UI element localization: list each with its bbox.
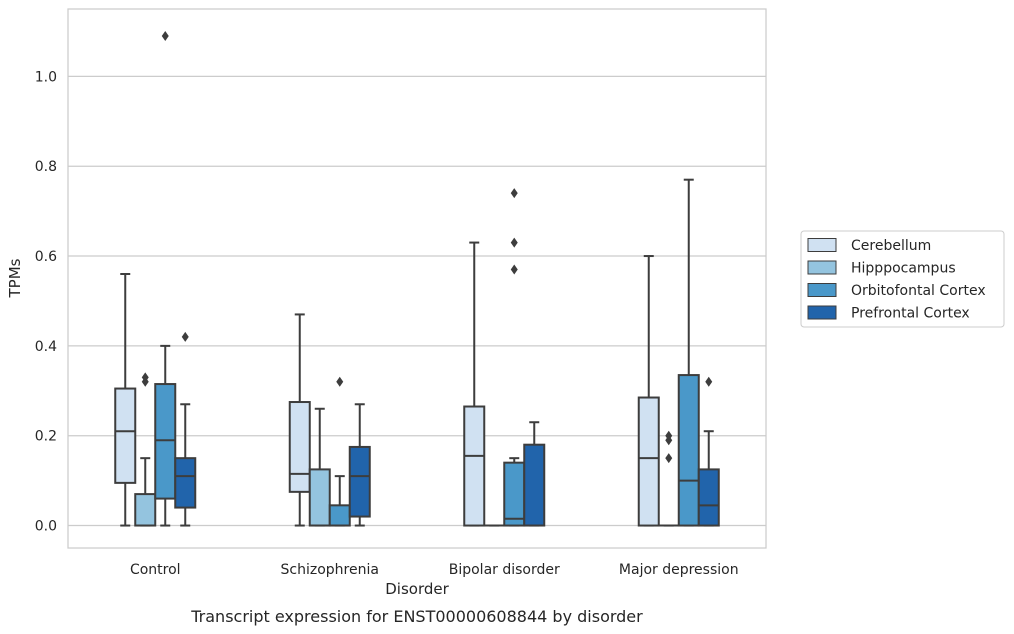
y-tick-label: 0.4 — [35, 339, 57, 355]
box — [114, 273, 137, 527]
x-tick-labels: Control Schizophrenia Bipolar disorder Majo… — [130, 562, 739, 578]
box-body — [134, 493, 157, 527]
y-tick-label: 0.8 — [35, 159, 57, 175]
y-tick-labels: 0.0 0.2 0.4 0.6 0.8 1.0 — [35, 69, 57, 534]
x-axis-label: Disorder — [385, 580, 449, 598]
box — [658, 430, 679, 527]
box — [503, 188, 526, 527]
box — [677, 178, 700, 527]
plot-frame — [67, 8, 767, 549]
y-tick-label: 0.0 — [35, 519, 57, 535]
x-tick-label: Control — [130, 562, 181, 578]
outlier-point — [705, 376, 713, 387]
outlier-point — [510, 264, 518, 275]
legend-swatch — [807, 238, 837, 252]
legend-label: Hipppocampus — [851, 261, 956, 277]
x-tick-label: Schizophrenia — [281, 562, 379, 578]
box — [523, 421, 546, 527]
outlier-point — [141, 372, 149, 383]
legend-label: Orbitofontal Cortex — [851, 283, 986, 299]
y-axis-label: TPMs — [6, 258, 24, 298]
box — [288, 313, 311, 527]
box — [328, 376, 351, 527]
y-tick-label: 0.6 — [35, 249, 57, 265]
legend-swatch — [807, 260, 837, 275]
box-body — [523, 443, 546, 527]
legend-label: Prefrontal Cortex — [851, 306, 970, 322]
outlier-point — [161, 30, 169, 41]
box-body — [288, 401, 311, 493]
outlier-point — [665, 430, 673, 441]
box-body — [328, 504, 351, 527]
box-body — [677, 374, 700, 527]
box — [463, 241, 486, 527]
box-body — [114, 387, 137, 484]
legend-swatch — [807, 283, 837, 297]
x-tick-label: Bipolar disorder — [449, 562, 560, 578]
box — [174, 331, 197, 527]
box-body — [308, 468, 331, 527]
legend-frame — [800, 230, 1005, 328]
y-tick-label: 0.2 — [35, 429, 57, 445]
outlier-point — [510, 237, 518, 248]
box — [697, 376, 720, 527]
box-body — [697, 468, 720, 527]
box-body — [174, 457, 197, 509]
box-body — [154, 383, 177, 500]
box — [637, 255, 660, 527]
box — [348, 403, 371, 527]
outlier-point — [181, 331, 189, 342]
y-tick-label: 1.0 — [35, 69, 57, 85]
outlier-point — [336, 376, 344, 387]
legend-swatch — [807, 305, 837, 320]
chart-caption: Transcript expression for ENST0000060884… — [190, 607, 643, 626]
box-body — [348, 445, 371, 518]
box — [308, 407, 331, 527]
box — [154, 30, 177, 527]
box-body — [463, 405, 486, 527]
box — [134, 372, 157, 527]
outlier-point — [665, 453, 673, 464]
x-tick-label: Major depression — [619, 562, 739, 578]
legend: Cerebellum Hipppocampus Orbitofontal Corte… — [800, 230, 1005, 328]
box-groups — [114, 30, 720, 527]
box-body — [503, 461, 526, 527]
box-body — [637, 396, 660, 527]
outlier-point — [510, 188, 518, 199]
legend-label: Cerebellum — [851, 238, 931, 254]
